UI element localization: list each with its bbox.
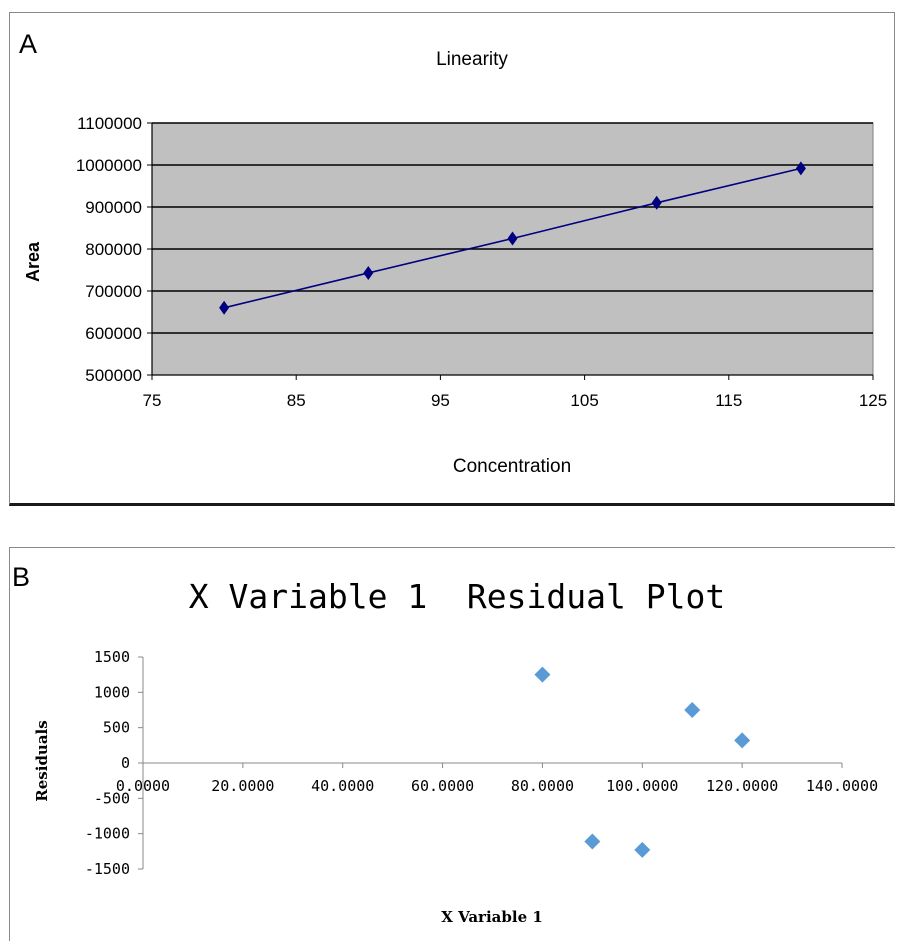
x-tick-label: 95: [431, 391, 450, 410]
x-tick-label: 80.0000: [511, 777, 574, 795]
y-axis-label-a: Area: [23, 241, 43, 282]
x-tick-label: 140.0000: [806, 777, 878, 795]
residual-plot-area: -1500 -1000 -500 0 500 1000 1500 0.0000 20.0000 4…: [85, 648, 878, 878]
y-tick-label: -500: [94, 789, 130, 807]
x-tick-label: 115: [715, 391, 742, 410]
y-tick-label: 500: [103, 719, 130, 737]
x-axis-label-b: X Variable 1: [441, 908, 543, 926]
y-tick-label: 900000: [85, 198, 142, 217]
x-tick-label: 20.0000: [211, 777, 274, 795]
x-tick-label: 105: [570, 391, 598, 410]
y-tick-label: 700000: [85, 282, 142, 301]
residual-chart-panel: B X Variable 1 Residual Plot X Variable …: [9, 547, 895, 941]
y-tick-label: 600000: [85, 324, 142, 343]
data-point: [507, 231, 518, 246]
x-tick-label: 40.0000: [311, 777, 374, 795]
residual-point: [634, 841, 651, 858]
chart-title-a: Linearity: [436, 49, 508, 70]
residual-point: [584, 833, 601, 850]
residual-point: [534, 666, 551, 683]
data-point: [363, 265, 374, 280]
y-tick-label: -1500: [85, 860, 130, 878]
y-tick-label: 1000: [94, 683, 130, 701]
y-tick-label: 1500: [94, 648, 130, 666]
x-tick-label: 85: [287, 391, 306, 410]
residual-point: [684, 702, 701, 718]
y-tick-label: 1100000: [77, 114, 142, 133]
linearity-chart-panel: A Linearity Concentration Area 500000 600…: [9, 12, 895, 506]
x-tick-label: 75: [143, 391, 162, 410]
x-tick-label: 125: [859, 391, 887, 410]
x-tick-label: 60.0000: [411, 777, 474, 795]
x-tick-label: 0.0000: [116, 777, 170, 795]
y-tick-label: 1000000: [76, 156, 142, 175]
panel-label-b: B: [12, 562, 30, 592]
residual-chart: B X Variable 1 Residual Plot X Variable …: [12, 562, 878, 926]
linearity-plot-area: 500000 600000 700000 800000 900000 1000000 110…: [76, 114, 887, 410]
residual-point: [734, 732, 751, 749]
panel-label-a: A: [19, 29, 37, 59]
data-point: [651, 195, 662, 210]
x-axis-label-a: Concentration: [453, 456, 571, 477]
x-tick-label: 100.0000: [606, 777, 678, 795]
y-tick-label: 500000: [85, 366, 142, 385]
chart-title-b: X Variable 1 Residual Plot: [189, 577, 725, 616]
y-tick-label: 800000: [85, 240, 142, 259]
data-point: [219, 300, 230, 315]
x-tick-label: 120.0000: [706, 777, 778, 795]
y-tick-label: 0: [121, 754, 130, 772]
y-axis-label-b: Residuals: [33, 720, 51, 801]
data-point: [795, 161, 806, 176]
linearity-chart: A Linearity Concentration Area 500000 600…: [19, 29, 887, 477]
y-tick-label: -1000: [85, 825, 130, 843]
